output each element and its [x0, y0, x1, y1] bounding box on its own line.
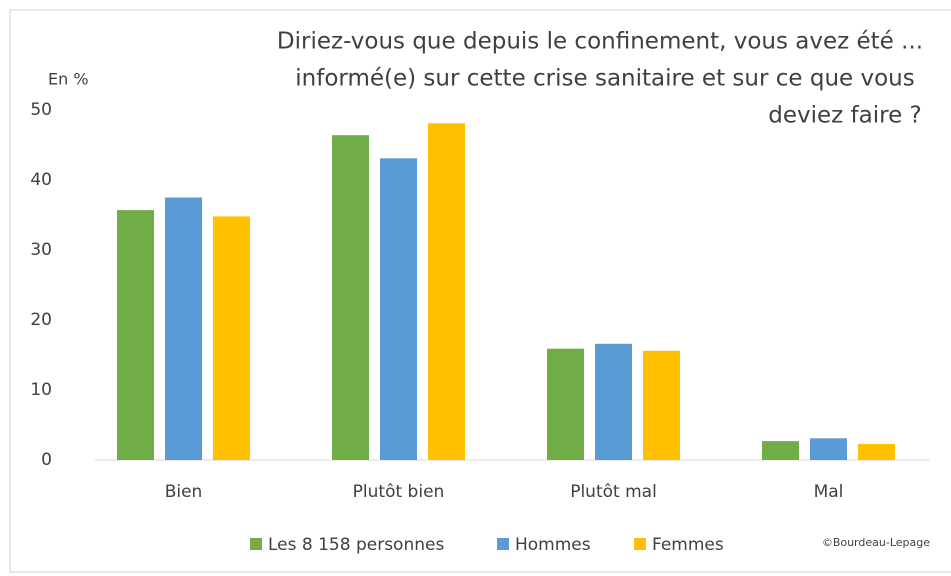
- legend-label: Les 8 158 personnes: [268, 535, 444, 555]
- bar: [117, 210, 154, 460]
- source-note: ©Bourdeau-Lepage: [822, 536, 930, 549]
- legend-label: Femmes: [652, 535, 724, 555]
- bar: [762, 441, 799, 460]
- y-tick-label: 20: [30, 310, 52, 330]
- bar: [810, 438, 847, 460]
- legend-label: Hommes: [515, 535, 591, 555]
- y-tick-label: 30: [30, 240, 52, 260]
- legend-swatch: [250, 538, 262, 550]
- bar: [332, 135, 369, 460]
- bar: [595, 343, 632, 460]
- bar: [213, 216, 250, 460]
- chart-title: Diriez-vous que depuis le confinement, v…: [277, 29, 923, 55]
- y-tick-label: 10: [30, 380, 52, 400]
- bar: [643, 350, 680, 460]
- y-axis-label: En %: [48, 70, 89, 89]
- x-tick-label: Plutôt mal: [570, 482, 657, 502]
- y-tick-label: 0: [41, 450, 52, 470]
- chart-title: informé(e) sur cette crise sanitaire et …: [295, 66, 914, 92]
- x-tick-label: Plutôt bien: [353, 482, 445, 502]
- chart-title: deviez faire ?: [768, 103, 922, 129]
- y-tick-label: 50: [30, 100, 52, 120]
- x-tick-label: Mal: [814, 482, 844, 502]
- bar: [547, 348, 584, 460]
- bar: [858, 443, 895, 460]
- bar: [165, 197, 202, 460]
- bar: [380, 158, 417, 461]
- y-tick-label: 40: [30, 170, 52, 190]
- legend-swatch: [634, 538, 646, 550]
- legend-swatch: [497, 538, 509, 550]
- bar: [428, 123, 465, 461]
- x-tick-label: Bien: [165, 482, 203, 502]
